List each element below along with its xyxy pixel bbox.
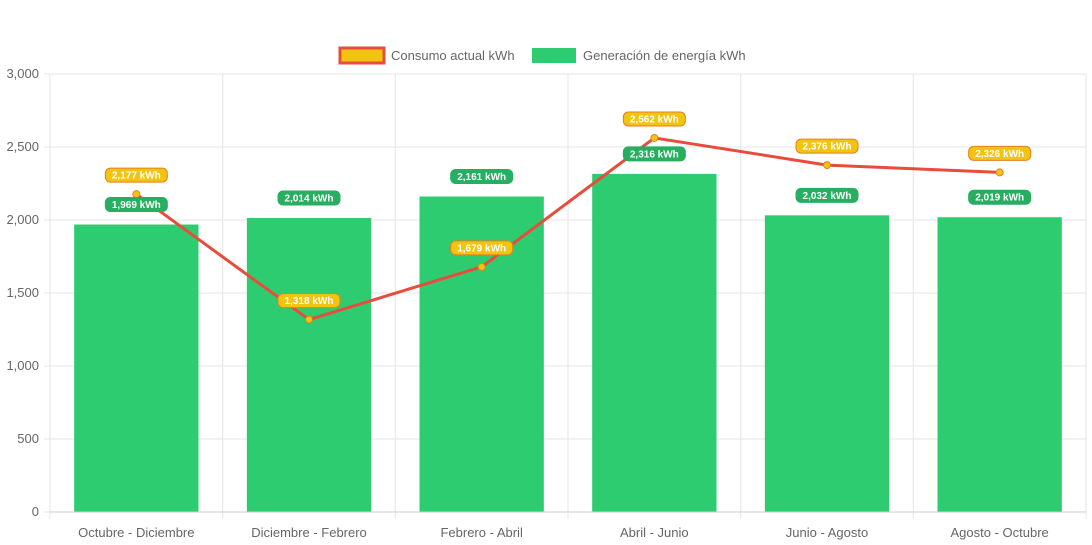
generation-data-label-bg [277,190,341,206]
y-tick-label: 3,000 [6,66,39,81]
consumption-data-label-bg [622,111,686,127]
consumption-data-label: 2,326 kWh [975,149,1024,160]
y-tick-label: 1,500 [6,285,39,300]
y-tick-label: 2,500 [6,139,39,154]
legend-label-generation[interactable]: Generación de energía kWh [583,48,746,63]
consumption-data-label: 2,376 kWh [803,142,852,153]
x-tick-label: Diciembre - Febrero [251,525,367,540]
legend-label-consumption[interactable]: Consumo actual kWh [391,48,515,63]
consumption-point[interactable] [132,190,141,199]
grid-lines [44,73,1087,519]
y-tick-label: 500 [17,431,39,446]
generation-bars [74,173,1062,512]
generation-bar[interactable] [246,217,372,512]
consumption-data-label-bg [277,293,341,309]
consumption-point[interactable] [823,161,831,170]
generation-data-label: 2,161 kWh [457,172,506,183]
legend[interactable]: Consumo actual kWh Generación de energía… [338,46,746,65]
generation-data-label-bg [795,187,859,203]
generation-bar[interactable] [764,215,890,512]
y-tick-label: 0 [32,504,39,519]
generation-data-label: 1,969 kWh [112,200,161,211]
x-tick-label: Abril - Junio [620,525,689,540]
generation-data-label: 2,014 kWh [285,193,334,204]
generation-data-label: 2,316 kWh [630,149,679,160]
consumption-data-label-bg [104,167,168,183]
consumption-data-label-bg [795,138,859,154]
y-tick-label: 1,000 [6,358,39,373]
x-tick-label: Junio - Agosto [786,525,868,540]
consumption-data-label-bg [968,145,1032,161]
generation-bar[interactable] [592,173,717,512]
x-tick-label: Octubre - Diciembre [78,525,194,540]
x-tick-label: Agosto - Octubre [951,525,1049,540]
consumption-point[interactable] [995,168,1004,177]
generation-data-label: 2,019 kWh [975,193,1024,204]
consumption-point[interactable] [650,133,659,142]
generation-data-label-bg [104,197,168,213]
y-tick-label: 2,000 [6,212,39,227]
consumption-data-label: 2,177 kWh [112,171,161,182]
x-tick-label: Febrero - Abril [440,525,522,540]
consumption-data-label: 1,679 kWh [457,243,506,254]
axes: 0 500 1,000 1,500 2,000 2,500 3,000 Octubre - D… [6,66,1086,540]
generation-data-label: 2,032 kWh [803,191,852,202]
generation-data-label-bg [968,189,1032,205]
generation-bar[interactable] [937,217,1062,512]
legend-swatch-consumption[interactable] [338,46,386,65]
generation-data-label-bg [622,146,686,162]
consumption-data-label: 1,318 kWh [285,296,334,307]
consumption-data-label-bg [450,240,514,256]
data-labels: 1,969 kWh 2,014 kWh 2,161 kWh 2,316 kWh 2,03… [104,111,1032,309]
generation-bar[interactable] [74,224,199,512]
legend-swatch-generation[interactable] [532,48,576,63]
generation-data-label-bg [450,168,514,184]
consumption-point[interactable] [477,262,486,271]
consumption-data-label: 2,562 kWh [630,114,679,125]
consumption-point[interactable] [305,315,313,324]
